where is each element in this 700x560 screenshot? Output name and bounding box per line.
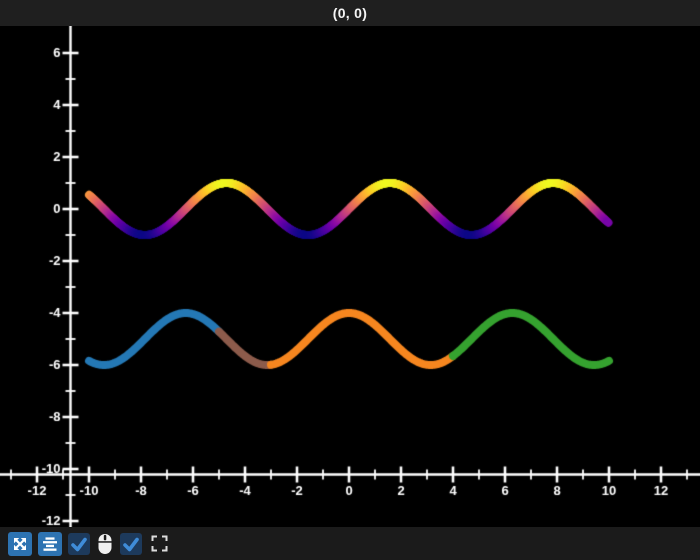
toolbar-checkbox-left[interactable]: [68, 532, 90, 555]
chart-canvas[interactable]: [0, 26, 700, 527]
bottom-toolbar: [0, 527, 700, 560]
align-center-icon: [43, 536, 57, 551]
checkmark-icon: [71, 537, 87, 551]
coordinate-readout: (0, 0): [332, 5, 368, 21]
toolbar-checkbox-right[interactable]: [120, 532, 142, 555]
plot-area: [0, 26, 700, 527]
title-bar: (0, 0): [0, 0, 700, 26]
fullscreen-icon[interactable]: [151, 535, 168, 552]
checkmark-icon: [123, 537, 139, 551]
expand-arrows-button[interactable]: [8, 531, 32, 556]
align-center-button[interactable]: [38, 531, 62, 556]
mouse-icon: [96, 533, 114, 555]
expand-arrows-icon: [14, 537, 26, 550]
